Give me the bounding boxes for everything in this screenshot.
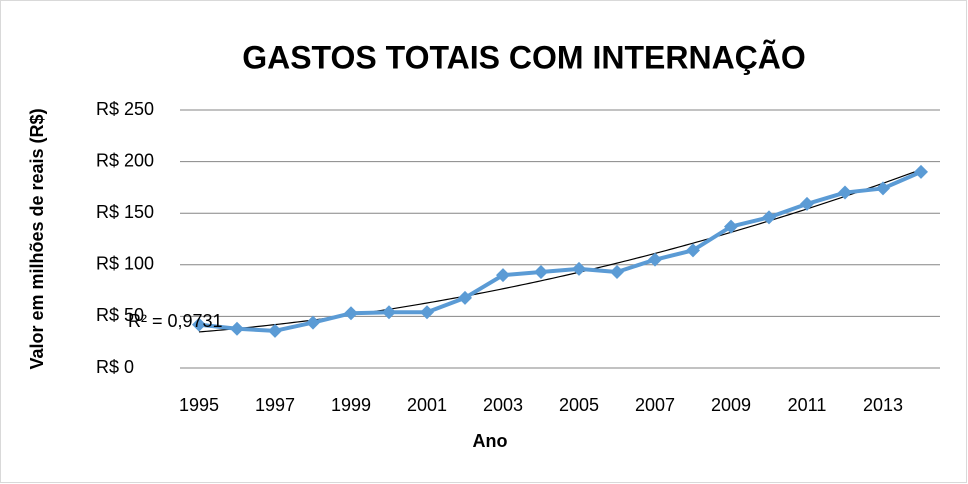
annotation: R² = 0,9731 bbox=[128, 311, 223, 331]
data-marker bbox=[458, 290, 472, 305]
y-tick-label: R$ 100 bbox=[96, 254, 154, 274]
x-tick-label: 2005 bbox=[559, 395, 599, 415]
x-tick-label: 2011 bbox=[788, 395, 827, 415]
data-marker bbox=[914, 164, 928, 179]
data-marker bbox=[724, 219, 738, 234]
data-marker bbox=[382, 305, 396, 320]
data-marker bbox=[268, 323, 282, 338]
y-tick-label: R$ 200 bbox=[96, 150, 154, 170]
data-marker bbox=[230, 321, 244, 336]
data-marker bbox=[686, 243, 700, 258]
data-marker bbox=[762, 210, 776, 225]
data-marker bbox=[876, 181, 890, 196]
data-marker bbox=[496, 268, 510, 283]
x-tick-label: 2003 bbox=[483, 395, 523, 415]
x-axis-label: Ano bbox=[473, 431, 508, 451]
data-marker bbox=[572, 261, 586, 276]
y-tick-label: R$ 50 bbox=[96, 305, 144, 325]
x-tick-label: 2013 bbox=[863, 395, 903, 415]
x-tick-label: 2009 bbox=[711, 395, 751, 415]
data-marker bbox=[800, 196, 814, 211]
x-tick-label: 1995 bbox=[179, 395, 219, 415]
y-axis-label: Valor em milhões de reais (R$) bbox=[27, 108, 47, 369]
x-tick-label: 2001 bbox=[407, 395, 447, 415]
data-marker bbox=[306, 315, 320, 330]
data-marker bbox=[534, 265, 548, 280]
data-marker bbox=[420, 305, 434, 320]
x-tick-label: 1997 bbox=[255, 395, 295, 415]
data-marker bbox=[344, 306, 358, 321]
data-marker bbox=[648, 252, 662, 267]
data-marker bbox=[192, 317, 206, 332]
y-tick-label: R$ 0 bbox=[96, 357, 134, 377]
y-tick-label: R$ 150 bbox=[96, 202, 154, 222]
x-tick-label: 2007 bbox=[635, 395, 675, 415]
x-tick-label: 1999 bbox=[331, 395, 371, 415]
data-marker bbox=[838, 185, 852, 200]
y-tick-label: R$ 250 bbox=[96, 99, 154, 119]
data-line bbox=[198, 170, 922, 333]
chart-title: GASTOS TOTAIS COM INTERNAÇÃO bbox=[242, 39, 806, 75]
data-marker bbox=[610, 265, 624, 280]
